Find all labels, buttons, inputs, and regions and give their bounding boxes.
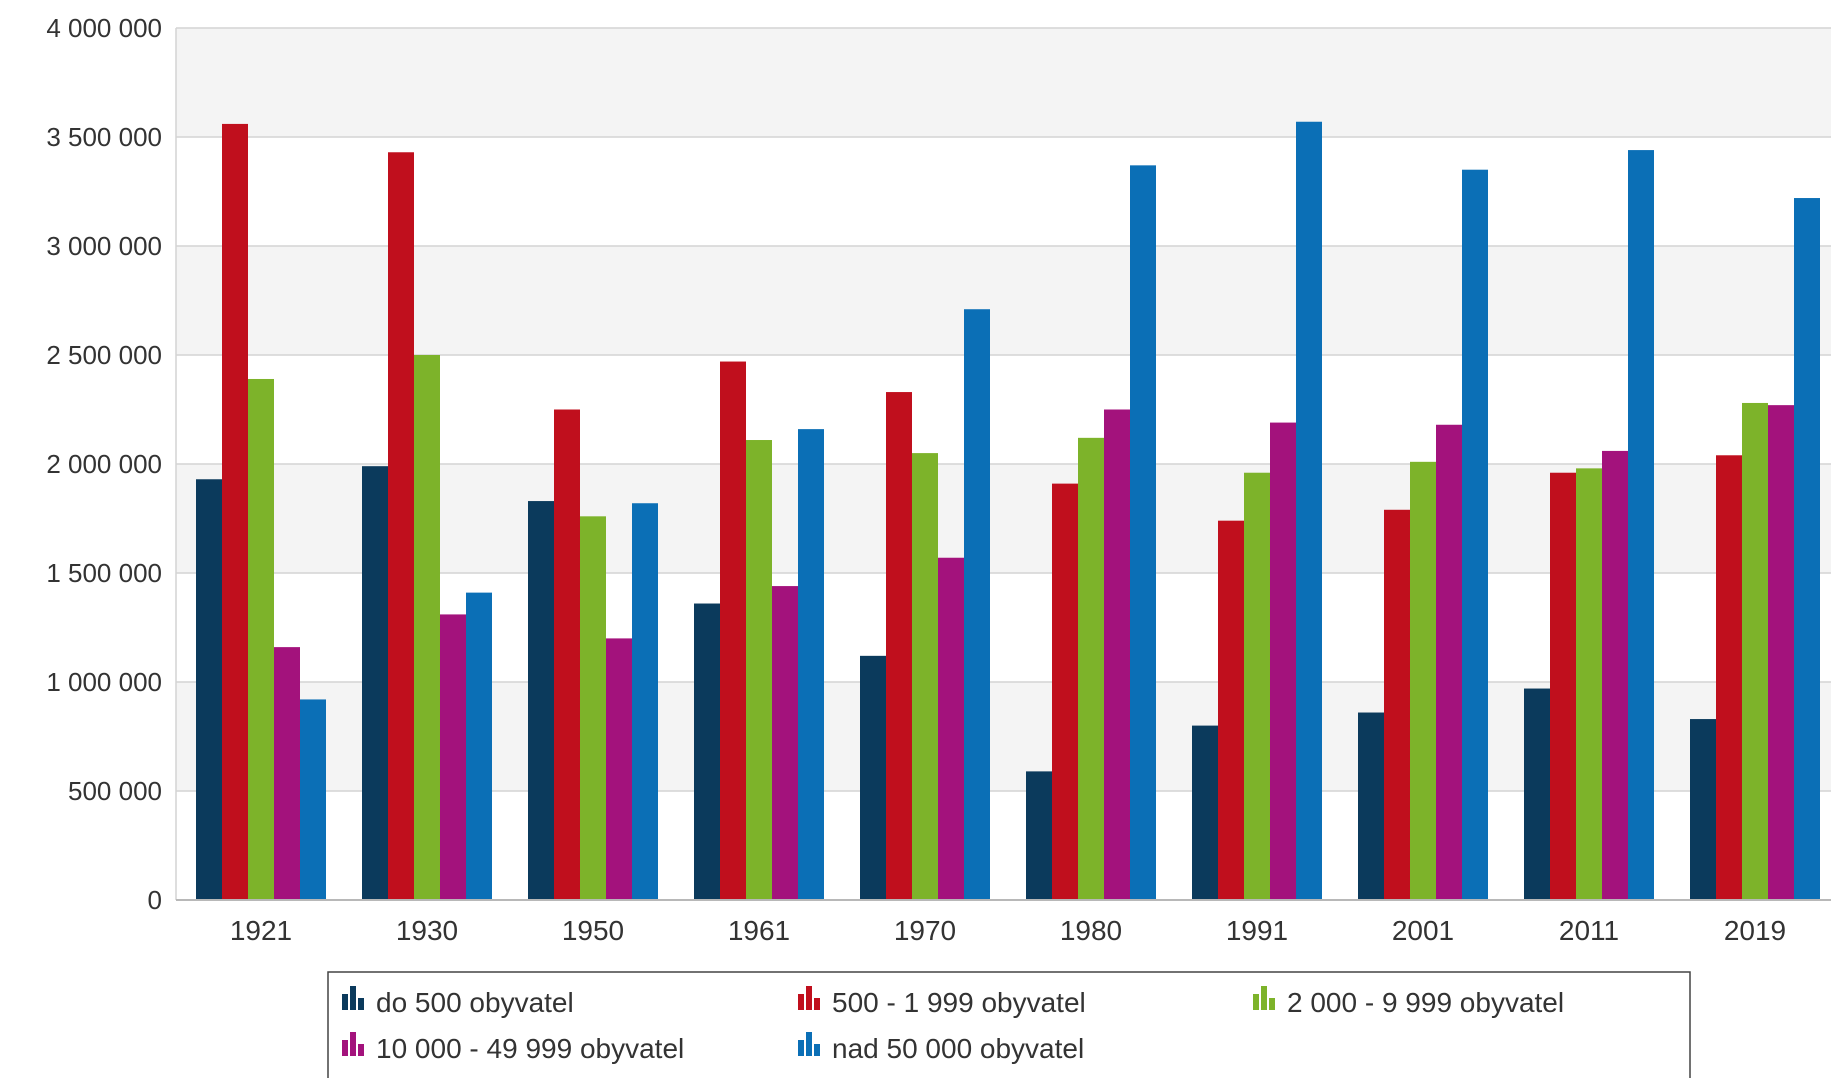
bar (1690, 719, 1716, 900)
bar (248, 378, 274, 901)
plot-band (176, 246, 1831, 355)
bar (938, 557, 964, 900)
bar-chart-icon (798, 1032, 820, 1056)
x-tick-label: 1961 (728, 915, 790, 946)
legend: do 500 obyvatel 500 - 1 999 obyvatel 2 000… (327, 971, 1691, 1078)
bar (1462, 169, 1488, 900)
bar (1602, 450, 1628, 900)
bar (1218, 520, 1244, 900)
y-tick-label: 2 500 000 (46, 340, 162, 370)
bar (196, 479, 222, 900)
bar (1628, 150, 1654, 900)
bar-chart-icon (342, 1032, 364, 1056)
bar (1296, 121, 1322, 901)
legend-item[interactable]: do 500 obyvatel (342, 986, 574, 1018)
bar (606, 638, 632, 900)
bar (528, 501, 554, 900)
y-tick-label: 3 000 000 (46, 231, 162, 261)
bar (1052, 483, 1078, 900)
legend-item[interactable]: nad 50 000 obyvatel (798, 1032, 1084, 1064)
bar (1576, 468, 1602, 900)
legend-label: do 500 obyvatel (376, 987, 574, 1018)
x-tick-label: 2011 (1559, 915, 1619, 946)
legend-label: 10 000 - 49 999 obyvatel (376, 1033, 684, 1064)
bar (1716, 455, 1742, 900)
gridlines (175, 27, 1831, 901)
y-tick-label: 4 000 000 (46, 13, 162, 43)
x-tick-label: 1950 (562, 915, 624, 946)
bar (1384, 509, 1410, 900)
bar (388, 152, 414, 900)
x-tick-label: 1991 (1226, 915, 1288, 946)
bar (886, 392, 912, 900)
bar (1742, 402, 1768, 900)
y-axis-ticks: 0 500 000 1 000 000 1 500 000 2 000 000 2 500… (46, 13, 162, 915)
y-tick-label: 2 000 000 (46, 449, 162, 479)
bar (1436, 424, 1462, 900)
bar (746, 440, 772, 900)
y-tick-label: 0 (148, 885, 162, 915)
bar (580, 516, 606, 900)
y-tick-label: 1 000 000 (46, 667, 162, 697)
legend-label: nad 50 000 obyvatel (832, 1033, 1084, 1064)
bar (720, 361, 746, 900)
x-tick-label: 2001 (1392, 915, 1454, 946)
bar (554, 409, 580, 900)
bar (222, 123, 248, 901)
bar (300, 699, 326, 900)
bar (694, 603, 720, 900)
bar (632, 503, 658, 900)
bar (964, 309, 990, 901)
legend-box (327, 971, 1691, 1078)
bar (772, 586, 798, 900)
x-axis: 1921 1930 1950 1961 1970 1980 1991 2001 2011 2019 (176, 899, 1831, 946)
bar (1244, 472, 1270, 900)
legend-label: 500 - 1 999 obyvatel (832, 987, 1086, 1018)
bar (1270, 422, 1296, 900)
x-tick-label: 1921 (230, 915, 292, 946)
bar (1768, 405, 1794, 900)
bar (798, 429, 824, 900)
bar (1358, 712, 1384, 900)
x-tick-label: 1980 (1060, 915, 1122, 946)
legend-item[interactable]: 10 000 - 49 999 obyvatel (342, 1032, 684, 1064)
x-tick-label: 2019 (1724, 915, 1786, 946)
y-tick-label: 1 500 000 (46, 558, 162, 588)
bar (912, 453, 938, 900)
bar (1524, 688, 1550, 900)
bar (274, 647, 300, 900)
bar-chart-icon (342, 986, 364, 1010)
bar (1410, 461, 1436, 900)
legend-item[interactable]: 2 000 - 9 999 obyvatel (1253, 986, 1564, 1018)
plot-band (176, 28, 1831, 137)
bar (1192, 725, 1218, 900)
bar (414, 355, 440, 900)
bar (1026, 771, 1052, 900)
x-tick-label: 1930 (396, 915, 458, 946)
bar (440, 614, 466, 900)
x-tick-label: 1970 (894, 915, 956, 946)
bar (1550, 472, 1576, 900)
y-tick-label: 3 500 000 (46, 122, 162, 152)
bar (1794, 198, 1820, 901)
bar (1104, 409, 1130, 900)
bar (362, 466, 388, 900)
legend-label: 2 000 - 9 999 obyvatel (1287, 987, 1564, 1018)
bar (466, 592, 492, 900)
legend-item[interactable]: 500 - 1 999 obyvatel (798, 986, 1086, 1018)
bars (196, 121, 1820, 901)
bar-chart-icon (798, 986, 820, 1010)
y-tick-label: 500 000 (68, 776, 162, 806)
bar-chart-icon (1253, 986, 1275, 1010)
bar (860, 655, 886, 900)
bar (1078, 437, 1104, 900)
bar (1130, 165, 1156, 901)
